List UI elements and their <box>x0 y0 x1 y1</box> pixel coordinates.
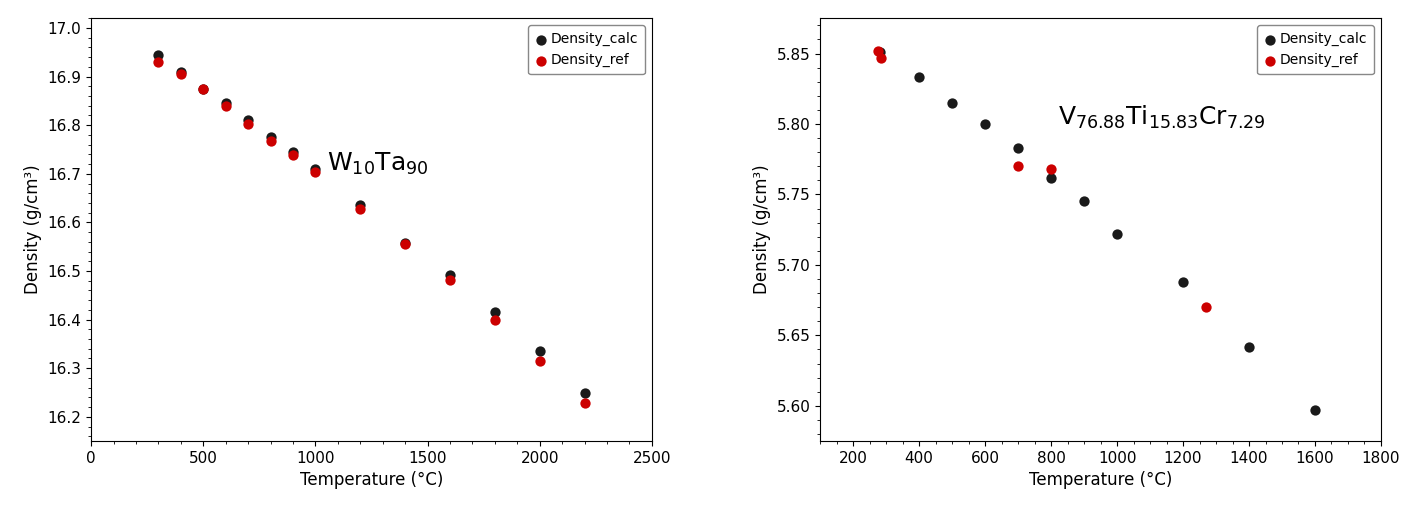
Density_calc <box>147 51 170 59</box>
Density_ref <box>215 102 237 110</box>
Density_calc <box>1073 197 1095 206</box>
Density_calc <box>349 201 372 209</box>
Density_calc <box>192 85 215 93</box>
Density_calc <box>237 116 259 125</box>
Density_ref <box>1007 162 1029 171</box>
Density_ref <box>866 46 889 55</box>
Density_ref <box>349 205 372 213</box>
Density_ref <box>1040 165 1063 173</box>
X-axis label: Temperature (°C): Temperature (°C) <box>1029 471 1172 489</box>
Density_calc <box>215 99 237 108</box>
Density_calc <box>1007 144 1029 152</box>
Density_ref <box>237 120 259 128</box>
Density_calc <box>908 73 931 81</box>
Density_calc <box>1238 342 1260 351</box>
Density_calc <box>394 239 416 247</box>
Density_ref <box>439 276 461 284</box>
Y-axis label: Density (g/cm³): Density (g/cm³) <box>753 165 771 294</box>
Density_calc <box>573 389 596 398</box>
Density_calc <box>529 347 551 355</box>
Density_calc <box>484 308 506 316</box>
Density_calc <box>282 148 304 156</box>
Density_ref <box>871 54 893 62</box>
Density_ref <box>282 151 304 160</box>
Text: V$_{76.88}$Ti$_{15.83}$Cr$_{7.29}$: V$_{76.88}$Ti$_{15.83}$Cr$_{7.29}$ <box>1057 103 1265 130</box>
Density_ref <box>170 70 192 78</box>
Density_calc <box>1304 406 1326 414</box>
Density_calc <box>439 271 461 279</box>
Density_ref <box>259 137 282 145</box>
Density_ref <box>529 357 551 365</box>
Density_ref <box>394 240 416 248</box>
Density_calc <box>941 99 963 107</box>
Density_ref <box>192 85 215 93</box>
Density_calc <box>304 165 327 173</box>
Density_calc <box>1040 173 1063 182</box>
Density_ref <box>1195 303 1217 312</box>
Legend: Density_calc, Density_ref: Density_calc, Density_ref <box>1258 25 1374 74</box>
Y-axis label: Density (g/cm³): Density (g/cm³) <box>24 165 42 294</box>
Legend: Density_calc, Density_ref: Density_calc, Density_ref <box>529 25 645 74</box>
Density_calc <box>1106 230 1129 238</box>
Density_calc <box>1172 278 1195 286</box>
Density_calc <box>170 67 192 76</box>
Density_calc <box>259 133 282 141</box>
X-axis label: Temperature (°C): Temperature (°C) <box>300 471 443 489</box>
Density_calc <box>868 48 890 56</box>
Density_ref <box>484 315 506 324</box>
Text: W$_{10}$Ta$_{90}$: W$_{10}$Ta$_{90}$ <box>327 151 429 177</box>
Density_ref <box>573 399 596 407</box>
Density_ref <box>304 168 327 176</box>
Density_ref <box>147 58 170 66</box>
Density_calc <box>974 120 997 128</box>
